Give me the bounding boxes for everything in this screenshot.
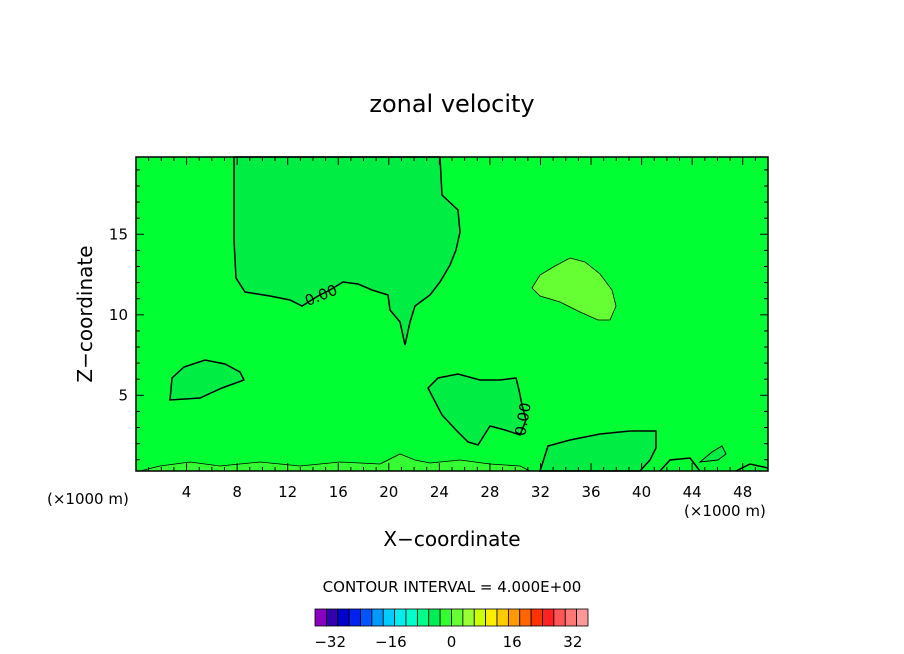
x-tick-label: 12: [278, 483, 297, 501]
x-tick-label: 44: [683, 483, 702, 501]
anomaly-region-lower-mid: [427, 373, 527, 446]
colorbar-swatch: [337, 608, 350, 627]
colorbar-swatch: [439, 608, 452, 627]
colorbar-swatch: [576, 608, 589, 627]
contour-interval-text: CONTOUR INTERVAL = 4.000E+00: [323, 578, 582, 596]
colorbar-swatch: [553, 608, 566, 627]
colorbar-swatch: [428, 608, 441, 627]
colorbar-tick-label: 32: [563, 633, 582, 651]
colorbar-labels: −32 −16 0 16 32: [314, 633, 582, 651]
anomaly-region-upper: [233, 156, 461, 346]
colorbar-tick-label: 0: [447, 633, 457, 651]
colorbar-swatch: [451, 608, 464, 627]
y-tick-label: 15: [109, 225, 128, 243]
colorbar-swatch: [462, 608, 475, 627]
y-axis-ticks: 5 10 15: [109, 169, 768, 461]
positive-region-right: [531, 257, 617, 321]
colorbar-tick-label: 16: [503, 633, 522, 651]
colorbar-swatch: [530, 608, 543, 627]
small-region-far-right: [698, 445, 727, 463]
colorbar-swatch: [394, 608, 407, 627]
colorbar-swatch: [542, 608, 555, 627]
y-tick-label: 5: [118, 386, 128, 404]
colorbar-swatch: [325, 608, 339, 627]
x-tick-label: 32: [531, 483, 550, 501]
x-tick-label: 36: [581, 483, 600, 501]
colorbar-swatch: [416, 608, 430, 627]
colorbar-swatch: [485, 608, 498, 627]
anomaly-region-lower-right: [538, 430, 657, 472]
x-units-right: (×1000 m): [684, 502, 766, 520]
colorbar-swatch: [360, 608, 373, 627]
surface-dark-strip: [659, 457, 769, 472]
contour-label-lower: 0.00: [511, 401, 535, 437]
colorbar: [314, 608, 589, 627]
x-tick-label: 4: [182, 483, 192, 501]
colorbar-swatch: [519, 608, 532, 627]
chart-title: zonal velocity: [369, 90, 534, 118]
x-tick-label: 20: [379, 483, 398, 501]
colorbar-swatch: [314, 608, 327, 627]
colorbar-swatch: [496, 608, 509, 627]
y-tick-label: 10: [109, 306, 128, 324]
anomaly-region-left: [169, 359, 246, 401]
colorbar-swatch: [382, 608, 396, 627]
colorbar-tick-label: −32: [314, 633, 346, 651]
colorbar-swatch: [473, 608, 487, 627]
colorbar-swatch: [371, 608, 384, 627]
x-axis-label: X−coordinate: [383, 527, 520, 551]
colorbar-swatch: [507, 608, 521, 627]
colorbar-tick-label: −16: [375, 633, 407, 651]
x-tick-label: 24: [430, 483, 449, 501]
x-tick-label: 40: [632, 483, 651, 501]
x-axis-ticks: 4 8 12 16 20 24 28 32 36 40 44 48: [148, 157, 756, 501]
x-tick-label: 28: [480, 483, 499, 501]
x-tick-label: 16: [329, 483, 348, 501]
x-units-left: (×1000 m): [47, 490, 129, 508]
colorbar-swatch: [405, 608, 418, 627]
colorbar-swatch: [564, 608, 578, 627]
colorbar-swatch: [348, 608, 361, 627]
y-axis-label: Z−coordinate: [73, 245, 97, 382]
x-tick-label: 8: [232, 483, 242, 501]
x-tick-label: 48: [733, 483, 752, 501]
